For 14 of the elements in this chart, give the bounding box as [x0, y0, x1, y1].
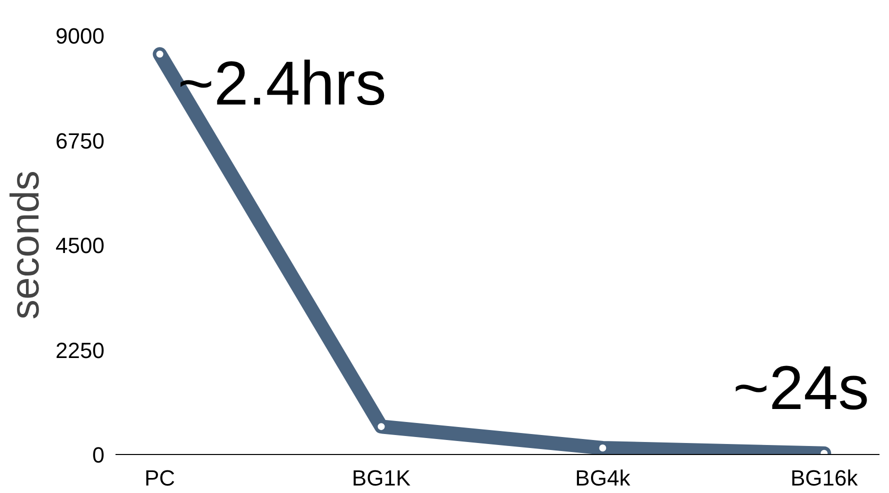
- y-tick-label: 4500: [56, 233, 105, 258]
- x-tick-label: PC: [144, 466, 176, 490]
- y-tick-label: 6750: [56, 128, 105, 154]
- annotation: ~24s: [732, 354, 870, 423]
- x-tick-label: BG1K: [352, 466, 411, 490]
- annotation: ~2.4hrs: [178, 50, 386, 119]
- y-axis-title: seconds: [4, 170, 48, 320]
- y-tick-label: 2250: [56, 338, 105, 363]
- y-tick-label: 9000: [56, 24, 105, 48]
- y-tick-label: 0: [92, 442, 105, 468]
- x-tick-label: BG4k: [575, 466, 632, 490]
- x-tick-label: BG16k: [790, 466, 859, 490]
- point: [155, 50, 164, 59]
- point: [376, 422, 386, 432]
